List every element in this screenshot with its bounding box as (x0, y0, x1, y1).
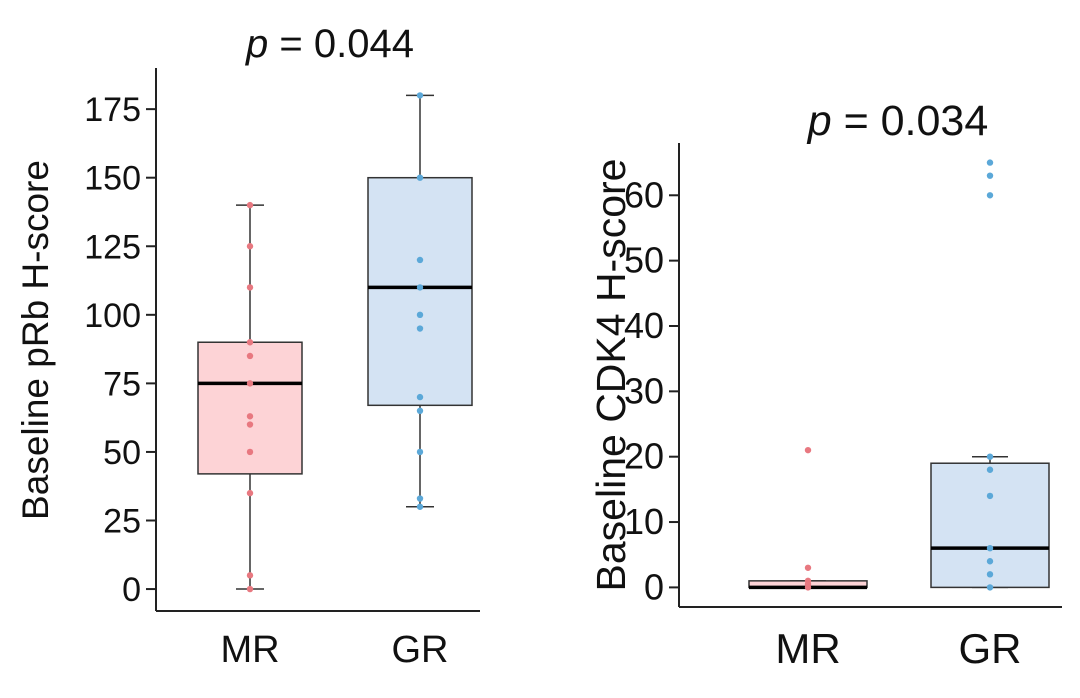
cdk4-box-gr (930, 159, 1050, 591)
data-point (416, 174, 424, 181)
data-point (416, 284, 424, 291)
chart-prb: p = 0.044 Baseline pRb H-score 0 25 50 75 10… (15, 22, 480, 671)
data-point (416, 407, 424, 415)
data-point (246, 243, 254, 250)
data-point (986, 466, 994, 473)
data-point (986, 584, 994, 591)
data-point (246, 201, 254, 209)
prb-y-tick-label: 0 (122, 571, 141, 609)
data-point (246, 352, 254, 360)
data-point (416, 495, 424, 502)
prb-category-label-gr: GR (392, 629, 449, 671)
data-point (804, 584, 812, 591)
cdk4-category-label-gr: GR (959, 625, 1022, 672)
data-point (246, 585, 254, 593)
data-point (986, 192, 994, 199)
cdk4-y-tick-label: 60 (624, 174, 664, 215)
data-point (804, 446, 812, 454)
box-iqr (930, 462, 1050, 589)
data-point (986, 558, 994, 565)
data-point (246, 572, 254, 579)
data-point (986, 159, 994, 166)
data-point (986, 492, 994, 500)
data-point (246, 413, 254, 420)
data-point (986, 453, 994, 460)
cdk4-y-axis-title: Baseline CDK4 H-score (588, 159, 634, 592)
prb-y-tick-label: 25 (103, 503, 141, 541)
cdk4-y-tick-label: 0 (644, 566, 664, 607)
data-point (246, 380, 254, 387)
prb-y-tick-label: 150 (84, 160, 141, 198)
data-point (416, 325, 424, 332)
data-point (416, 92, 424, 99)
data-point (246, 448, 254, 456)
data-point (986, 571, 994, 578)
cdk4-category-label-mr: MR (775, 625, 840, 672)
data-point (986, 544, 994, 552)
data-point (416, 256, 424, 264)
prb-y-tick-label: 75 (103, 365, 141, 403)
prb-pvalue-title: p = 0.044 (245, 22, 414, 66)
prb-y-tick-label: 125 (84, 228, 141, 266)
prb-box-mr (197, 201, 303, 593)
data-point (246, 284, 254, 291)
prb-y-tick-label: 100 (84, 297, 141, 335)
data-point (246, 421, 254, 428)
data-point (246, 489, 254, 497)
cdk4-y-tick-label: 30 (624, 370, 664, 411)
data-point (804, 564, 812, 571)
box-iqr (367, 176, 473, 407)
cdk4-y-tick-label: 10 (624, 501, 664, 542)
prb-y-axis-title: Baseline pRb H-score (15, 160, 56, 520)
data-point (416, 448, 424, 456)
cdk4-y-tick-label: 20 (624, 436, 664, 477)
prb-y-tick-label: 175 (84, 91, 141, 129)
data-point (416, 311, 424, 319)
prb-y-tick-label: 50 (103, 434, 141, 472)
cdk4-box-mr (748, 446, 868, 591)
data-point (246, 339, 254, 346)
chart-cdk4: p = 0.034 Baseline CDK4 H-score 0 10 20 30 4… (588, 97, 1062, 672)
prb-category-label-mr: MR (220, 629, 279, 671)
prb-box-gr (367, 92, 473, 510)
cdk4-y-tick-label: 40 (624, 305, 664, 346)
data-point (416, 393, 424, 401)
data-point (416, 503, 424, 510)
cdk4-pvalue-title: p = 0.034 (806, 97, 989, 145)
cdk4-y-tick-label: 50 (624, 240, 664, 281)
data-point (986, 172, 994, 179)
